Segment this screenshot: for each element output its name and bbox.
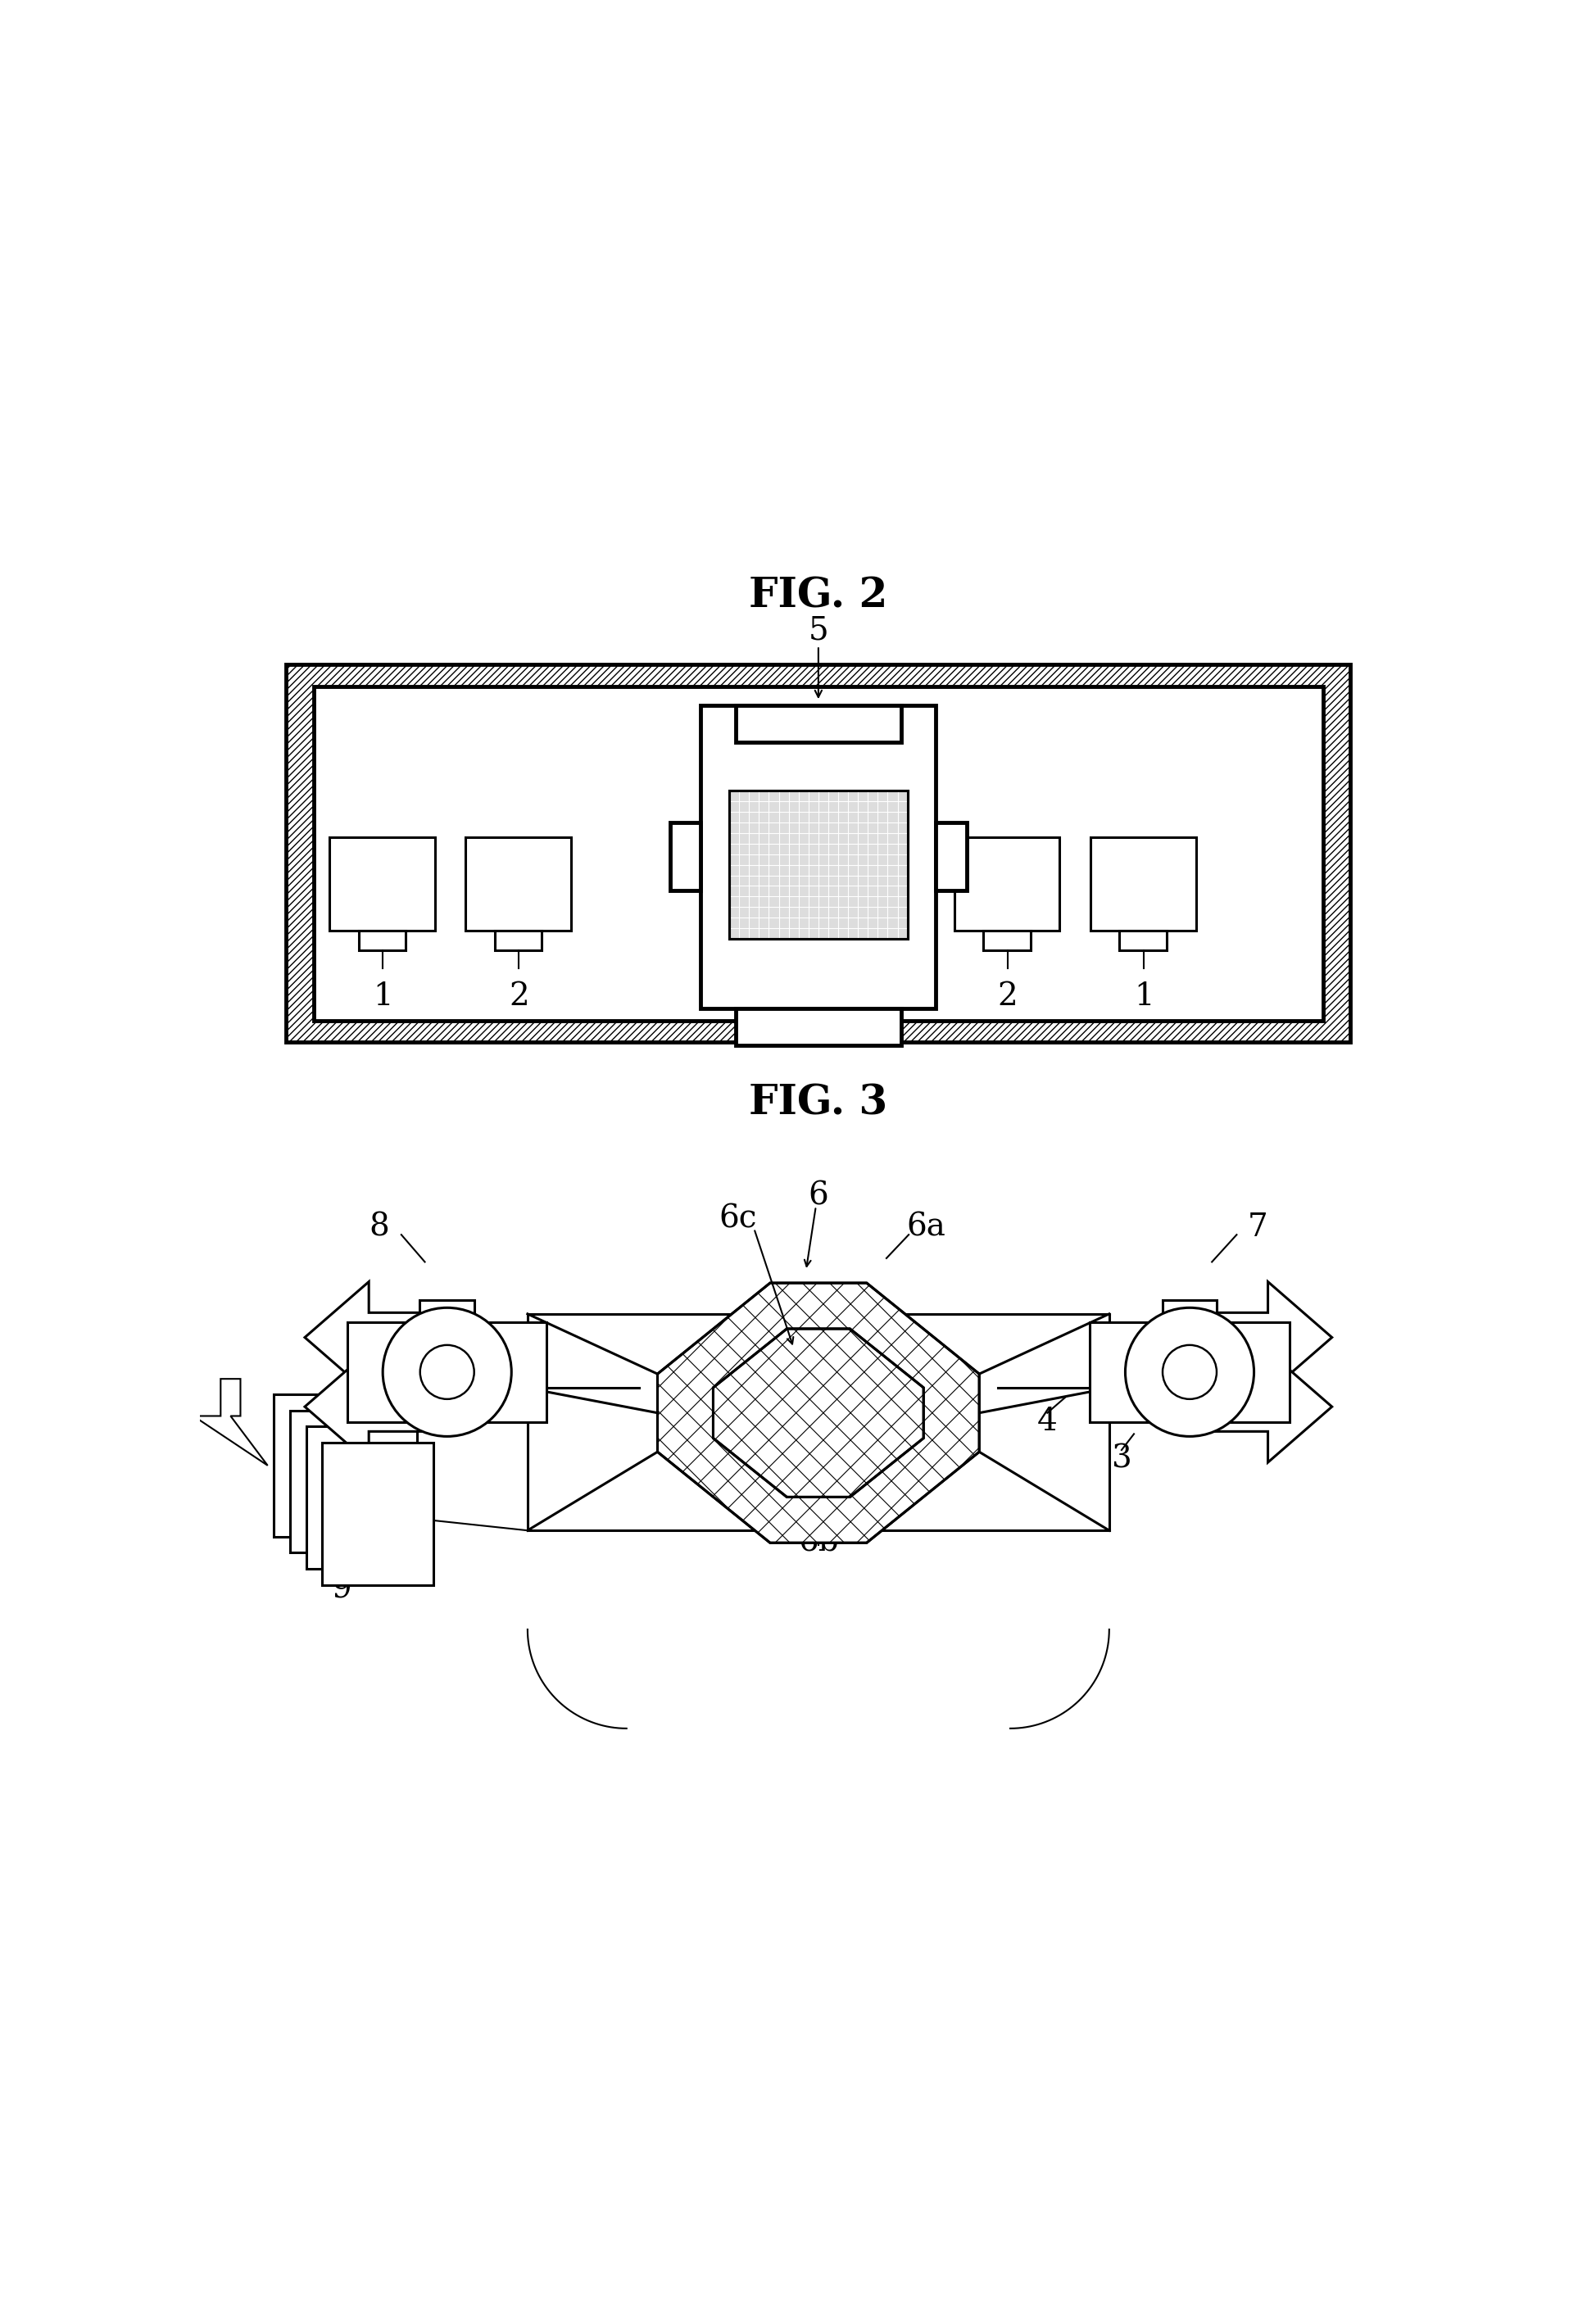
Circle shape [420, 1346, 474, 1399]
Bar [466, 838, 571, 930]
Text: 3: 3 [1111, 1443, 1132, 1473]
Text: 6: 6 [808, 1181, 828, 1211]
Text: 2: 2 [509, 981, 528, 1012]
Text: 7: 7 [1246, 1211, 1267, 1244]
Bar [329, 838, 434, 930]
Polygon shape [713, 1329, 922, 1496]
Bar [701, 705, 935, 1009]
Text: FIG. 2: FIG. 2 [749, 575, 887, 617]
Bar [736, 705, 900, 742]
Text: 6b: 6b [798, 1527, 838, 1559]
Bar [420, 1299, 474, 1322]
Bar [306, 1427, 417, 1568]
Polygon shape [305, 1281, 447, 1392]
Text: 2: 2 [998, 981, 1017, 1012]
Bar [1090, 1322, 1288, 1422]
Text: 4: 4 [1036, 1406, 1057, 1436]
Bar [1162, 1299, 1216, 1322]
Bar [736, 1009, 900, 1046]
Bar [286, 664, 1350, 1042]
Text: 6a: 6a [907, 1211, 945, 1244]
Bar [729, 791, 907, 940]
Polygon shape [658, 1283, 978, 1543]
Circle shape [1125, 1308, 1253, 1436]
Bar [290, 1411, 401, 1552]
Circle shape [383, 1308, 511, 1436]
Bar [1090, 838, 1195, 930]
Text: 6c: 6c [718, 1204, 757, 1234]
Polygon shape [1189, 1281, 1331, 1392]
Bar [275, 1394, 385, 1536]
Polygon shape [1189, 1350, 1331, 1462]
Bar [313, 687, 1323, 1021]
Polygon shape [305, 1350, 447, 1462]
Bar [348, 1322, 546, 1422]
Polygon shape [193, 1378, 268, 1466]
Bar [358, 930, 405, 951]
Text: 1: 1 [1133, 981, 1154, 1012]
Text: FIG. 3: FIG. 3 [749, 1083, 887, 1123]
Circle shape [1162, 1346, 1216, 1399]
Text: 9: 9 [332, 1573, 351, 1603]
Text: 8: 8 [369, 1211, 389, 1244]
Text: 5: 5 [808, 615, 828, 645]
Bar [1119, 930, 1167, 951]
Bar [954, 838, 1060, 930]
Bar [322, 1443, 433, 1585]
Bar [983, 930, 1031, 951]
Bar [670, 824, 701, 891]
Bar [935, 824, 967, 891]
Bar [729, 791, 907, 940]
Bar [495, 930, 541, 951]
Text: 1: 1 [372, 981, 393, 1012]
